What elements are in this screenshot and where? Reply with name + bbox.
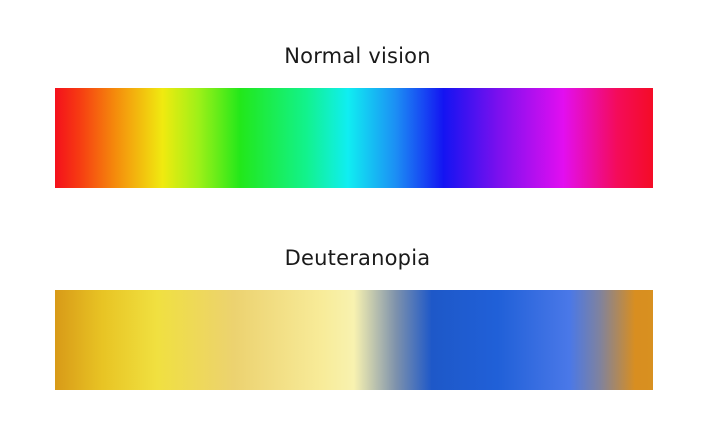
deuteranopia-title: Deuteranopia [284,246,431,270]
normal-vision-title: Normal vision [284,44,431,68]
deuteranopia-spectrum [55,290,653,390]
normal-vision-spectrum [55,88,653,188]
